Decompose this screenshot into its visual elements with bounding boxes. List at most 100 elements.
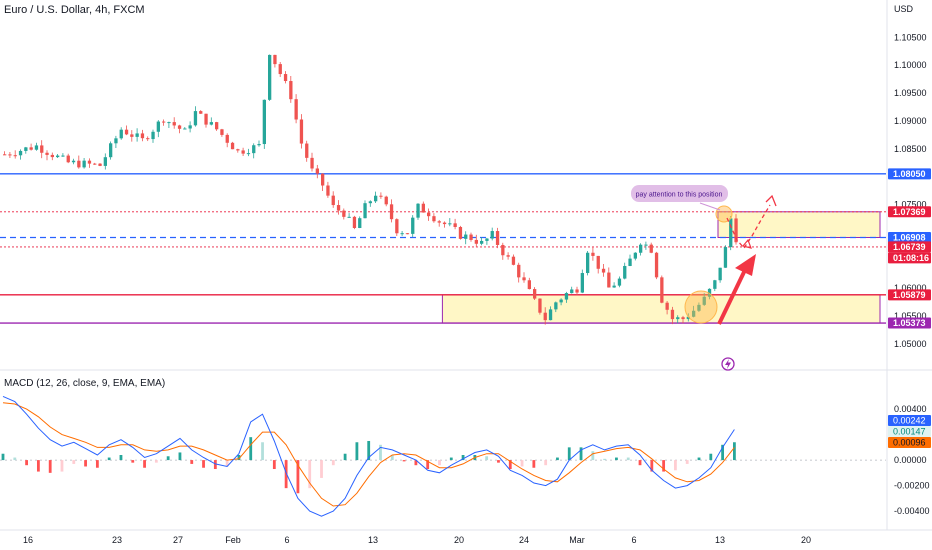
candle — [421, 203, 425, 213]
macd-histogram-bar — [638, 460, 642, 466]
macd-axis[interactable]: 0.004000.002000.00000-0.00200-0.004000.0… — [888, 404, 931, 516]
candle — [427, 212, 431, 217]
candle — [580, 273, 584, 293]
candle — [246, 153, 251, 155]
macd-histogram-bar — [579, 447, 583, 461]
candle — [681, 317, 685, 320]
candle — [24, 147, 28, 151]
price-tag-label: 1.06908 — [893, 232, 926, 242]
candle — [522, 277, 526, 281]
macd-histogram-bar — [213, 460, 217, 470]
macd-histogram-bar — [1, 453, 5, 461]
candle — [315, 168, 319, 174]
candle — [140, 133, 145, 139]
highlight-circle[interactable] — [684, 290, 718, 324]
candle — [183, 128, 187, 130]
macd-histogram-bar — [25, 460, 28, 466]
time-tick-label: 23 — [112, 535, 122, 545]
chart-title: Euro / U.S. Dollar, 4h, FXCM — [4, 4, 145, 16]
lightning-icon[interactable] — [721, 357, 735, 371]
candle — [596, 255, 600, 269]
price-tag[interactable] — [888, 317, 931, 329]
candle — [135, 133, 139, 137]
projection-arrowhead — [741, 238, 752, 249]
candle — [517, 264, 521, 278]
candle — [416, 203, 420, 218]
candle — [649, 244, 653, 253]
macd-histogram-bar — [485, 456, 489, 461]
price-tag[interactable] — [888, 241, 931, 253]
price-tag[interactable] — [888, 231, 931, 243]
candle — [400, 233, 404, 235]
candle — [71, 160, 76, 163]
macd-tick-label: -0.00400 — [894, 506, 930, 516]
horizontal-lines[interactable] — [0, 173, 886, 324]
macd-histogram-bar — [60, 460, 64, 472]
macd-histogram-bar — [36, 460, 40, 472]
time-axis[interactable]: 16 23 27 Feb 6 13 20 24 Mar 6 13 20 — [23, 535, 811, 545]
time-tick-label: Feb — [225, 535, 241, 545]
candle — [474, 239, 478, 244]
highlight-circle[interactable] — [715, 205, 733, 223]
candle — [114, 138, 118, 144]
projection-path[interactable] — [726, 204, 771, 250]
candle — [697, 304, 701, 311]
macd-histogram-bar — [426, 460, 430, 470]
candle — [374, 195, 378, 202]
candle — [639, 244, 643, 253]
candle — [570, 289, 574, 294]
candle — [193, 111, 198, 126]
candle — [458, 226, 463, 239]
macd-histogram-bar — [733, 442, 736, 461]
macd-histogram-bar — [13, 457, 17, 461]
candle — [146, 138, 150, 140]
time-tick-label: 13 — [368, 535, 378, 545]
price-axis[interactable]: 1.10500 1.10000 1.09500 1.09000 1.08500 1.075… — [888, 32, 931, 349]
candle — [103, 157, 107, 166]
macd-histogram-bar — [72, 460, 76, 464]
annotations[interactable] — [684, 194, 777, 325]
macd-histogram-bar — [721, 444, 725, 461]
candle — [729, 218, 733, 248]
candle — [61, 155, 65, 157]
candle — [34, 145, 39, 150]
candle — [692, 310, 696, 317]
macd-histogram-bar — [556, 457, 559, 461]
candle — [188, 125, 192, 129]
candle — [299, 119, 304, 144]
candle — [77, 160, 81, 168]
price-tag[interactable] — [888, 168, 931, 180]
macd-histogram-bar — [615, 457, 618, 461]
macd-histogram-bar — [626, 457, 630, 461]
price-tick-label: 1.09500 — [894, 88, 927, 98]
time-tick-label: 24 — [519, 535, 529, 545]
price-tag[interactable] — [888, 289, 931, 301]
candle — [623, 265, 627, 279]
candle — [273, 54, 277, 65]
candle — [501, 244, 505, 256]
callout[interactable]: pay attention to this position — [631, 185, 728, 202]
macd-value-label: 0.00242 — [893, 416, 926, 426]
macd-histogram-bar — [367, 440, 371, 461]
macd-histogram-bar — [95, 460, 99, 468]
macd-histogram-bar — [390, 455, 394, 461]
candle — [87, 160, 92, 164]
price-tag[interactable] — [888, 206, 931, 218]
macd-histogram-bar — [237, 455, 241, 461]
sr-zone[interactable] — [717, 211, 881, 238]
candle — [156, 121, 160, 132]
candle — [331, 195, 335, 206]
macd-histogram-bar — [84, 460, 87, 467]
time-tick-label: 20 — [454, 535, 464, 545]
candle — [601, 268, 606, 273]
candle — [368, 201, 372, 204]
candle — [352, 216, 357, 228]
candle — [29, 147, 33, 150]
candle — [538, 298, 542, 313]
time-tick-label: 6 — [284, 535, 289, 545]
callout-pointer — [699, 202, 721, 211]
candle — [257, 144, 261, 146]
candle — [511, 256, 516, 265]
up-arrow-head[interactable] — [735, 254, 756, 276]
